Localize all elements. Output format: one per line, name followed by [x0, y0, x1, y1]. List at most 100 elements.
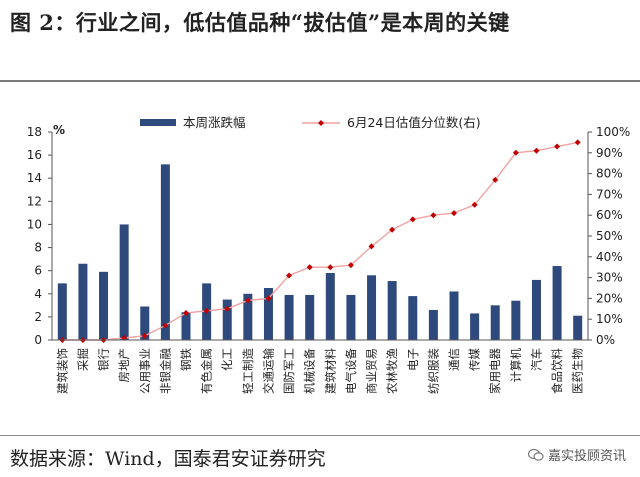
right-tick-label: 40% — [596, 250, 623, 264]
valuation-point — [492, 176, 499, 183]
valuation-point — [306, 264, 313, 271]
category-label: 汽车 — [529, 348, 543, 371]
category-label: 电子 — [406, 348, 420, 371]
legend-line-marker — [318, 120, 324, 126]
bar-汽车 — [531, 279, 541, 340]
right-tick-label: 60% — [596, 208, 623, 222]
category-label: 钢铁 — [179, 348, 193, 371]
category-label: 商业贸易 — [365, 348, 379, 394]
valuation-point — [389, 226, 396, 233]
right-tick-label: 80% — [596, 167, 623, 181]
bar-食品饮料 — [552, 266, 562, 340]
left-tick-label: 0 — [34, 333, 42, 347]
title-divider — [0, 80, 640, 82]
category-label: 轻工制造 — [241, 348, 255, 394]
source-note: 数据来源：Wind，国泰君安证券研究 — [10, 448, 326, 470]
valuation-point — [141, 332, 148, 339]
watermark: 嘉实投顾资讯 — [527, 445, 626, 464]
category-label: 医药生物 — [571, 348, 585, 394]
figure-title: 图 2：行业之间，低估值品种“拔估值”是本周的关键 — [10, 10, 510, 35]
category-label: 传媒 — [468, 348, 482, 371]
bar-化工 — [222, 299, 232, 340]
left-tick-label: 4 — [34, 287, 42, 301]
valuation-point — [451, 210, 457, 217]
bar-交通运输 — [263, 288, 273, 340]
bar-农林牧渔 — [387, 281, 397, 340]
left-tick-label: 16 — [27, 148, 42, 162]
bar-采掘 — [78, 263, 88, 340]
category-label: 化工 — [220, 348, 234, 371]
valuation-point — [286, 272, 293, 279]
valuation-point — [368, 243, 375, 250]
bar-line-chart: 0 2 4 6 8 10 12 14 16 18 % 0% 10% 20% 30% 40% 50% 60% 70% 8… — [27, 115, 631, 394]
right-tick-label: 30% — [596, 271, 623, 285]
valuation-percentile-line — [62, 141, 578, 341]
bar-机械设备 — [305, 294, 315, 340]
source-divider — [0, 435, 640, 436]
valuation-point — [554, 143, 561, 150]
category-label: 房地产 — [117, 348, 131, 383]
valuation-point — [121, 334, 128, 341]
category-label: 计算机 — [509, 348, 523, 383]
valuation-point — [512, 149, 519, 156]
left-tick-label: 2 — [34, 310, 42, 324]
wechat-icon — [527, 448, 544, 461]
left-tick-label: 8 — [34, 241, 42, 255]
left-tick-label: 6 — [34, 264, 42, 278]
valuation-point — [574, 139, 581, 146]
legend-bar-label: 本周涨跌幅 — [183, 115, 246, 130]
category-label: 交通运输 — [261, 348, 275, 394]
valuation-point — [162, 322, 169, 329]
category-label: 家用电器 — [488, 348, 502, 394]
bar-钢铁 — [181, 312, 191, 340]
bar-纺织服装 — [428, 309, 438, 340]
valuation-point — [203, 307, 210, 314]
valuation-point — [409, 216, 416, 223]
valuation-point — [471, 201, 478, 208]
valuation-point — [533, 147, 540, 154]
category-label: 食品饮料 — [550, 348, 564, 394]
bar-商业贸易 — [367, 275, 377, 340]
valuation-point — [327, 264, 334, 271]
bar-家用电器 — [490, 305, 500, 340]
category-label: 农林牧渔 — [385, 348, 399, 394]
category-label: 建筑装饰 — [55, 348, 69, 394]
bar-建筑装饰 — [57, 283, 67, 340]
bar-银行 — [99, 271, 109, 340]
bar-计算机 — [511, 300, 521, 340]
category-label: 建筑材料 — [323, 348, 337, 394]
bar-非银金融 — [160, 164, 170, 340]
valuation-point — [430, 212, 437, 219]
bar-传媒 — [470, 313, 480, 340]
category-label: 国防军工 — [282, 348, 296, 394]
right-tick-label: 90% — [596, 146, 623, 160]
left-axis-unit: % — [53, 123, 65, 137]
category-label: 电气设备 — [344, 348, 358, 394]
bar-医药生物 — [573, 315, 583, 340]
right-tick-label: 10% — [596, 312, 623, 326]
bar-通信 — [449, 291, 459, 340]
category-label: 银行 — [97, 348, 111, 371]
right-tick-label: 50% — [596, 229, 623, 243]
category-label: 公用事业 — [138, 348, 152, 394]
bar-国防军工 — [284, 294, 294, 340]
category-label: 非银金融 — [158, 348, 172, 394]
legend-line-label: 6月24日估值分位数(右) — [347, 115, 481, 130]
category-label: 通信 — [447, 348, 461, 371]
valuation-point — [224, 305, 231, 312]
right-tick-label: 70% — [596, 187, 623, 201]
watermark-text: 嘉实投顾资讯 — [547, 449, 626, 464]
left-tick-label: 10 — [27, 217, 42, 231]
bar-电气设备 — [346, 294, 356, 340]
right-tick-label: 20% — [596, 291, 623, 305]
category-label: 有色金属 — [200, 348, 214, 394]
bar-轻工制造 — [243, 293, 253, 340]
category-label: 机械设备 — [303, 348, 317, 394]
category-label: 采掘 — [76, 348, 90, 371]
left-tick-label: 18 — [27, 125, 42, 139]
bar-电子 — [408, 296, 418, 340]
valuation-point — [244, 297, 251, 304]
valuation-point — [265, 295, 272, 302]
left-tick-label: 12 — [27, 194, 42, 208]
bar-建筑材料 — [325, 272, 335, 340]
